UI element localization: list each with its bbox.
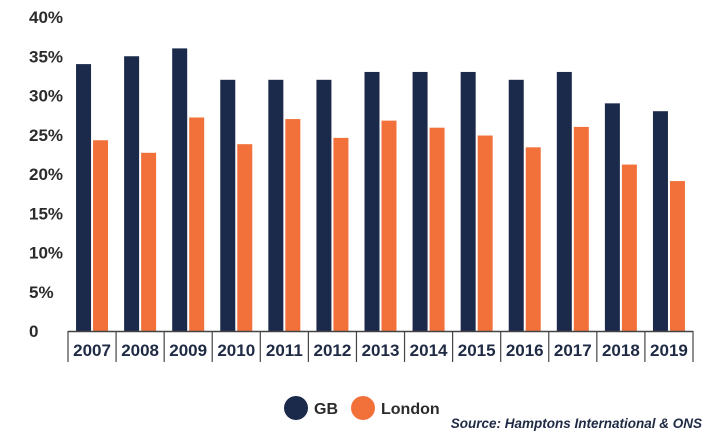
bar-gb-2016 [508, 79, 524, 331]
y-tick-label: 30% [29, 87, 63, 106]
bar-london-2013 [381, 120, 397, 332]
x-tick-label: 2013 [362, 341, 400, 360]
bar-london-2012 [333, 137, 349, 331]
bar-gb-2015 [460, 71, 476, 331]
bar-gb-2017 [556, 71, 572, 331]
x-tick-label: 2011 [266, 341, 303, 360]
legend-swatch-gb [284, 396, 308, 420]
x-tick-label: 2017 [554, 341, 592, 360]
y-tick-label: 15% [29, 204, 63, 223]
legend-label-london: London [381, 401, 440, 418]
x-tick-label: 2019 [650, 341, 688, 360]
x-tick-label: 2008 [121, 341, 159, 360]
bar-london-2008 [141, 152, 157, 331]
legend: GB London [284, 396, 440, 420]
bar-gb-2014 [412, 71, 428, 331]
x-tick-label: 2012 [314, 341, 352, 360]
bar-gb-2011 [268, 79, 284, 331]
x-tick-label: 2014 [410, 341, 448, 360]
bar-london-2014 [429, 127, 445, 331]
y-tick-label: 40% [29, 8, 63, 27]
legend-label-gb: GB [314, 401, 338, 418]
bar-london-2009 [189, 117, 205, 331]
y-axis-ticks: 40% 35% 30% 25% 20% 15% 10% 5% 0 [29, 8, 63, 341]
bar-london-2019 [669, 181, 685, 331]
bar-gb-2019 [652, 111, 668, 331]
x-tick-label: 2009 [169, 341, 207, 360]
source-note: Source: Hamptons International & ONS [451, 416, 702, 431]
legend-swatch-london [351, 396, 375, 420]
bar-london-2018 [621, 164, 637, 331]
bar-london-2007 [93, 140, 109, 331]
y-tick-label: 35% [29, 47, 63, 66]
bar-gb-2013 [364, 71, 380, 331]
bars [76, 48, 685, 332]
y-tick-label: 5% [29, 283, 54, 302]
bar-gb-2018 [604, 103, 620, 331]
bar-gb-2010 [220, 79, 236, 331]
x-axis: 2007 2008 2009 2010 2011 2012 2013 2014 2015 2016… [67, 330, 694, 362]
y-tick-label: 25% [29, 126, 63, 145]
bar-gb-2009 [172, 48, 188, 332]
y-tick-label: 20% [29, 165, 63, 184]
x-tick-label: 2015 [458, 341, 496, 360]
y-tick-label: 10% [29, 244, 63, 263]
bar-london-2017 [573, 126, 589, 332]
bar-london-2011 [285, 119, 301, 331]
x-tick-label: 2010 [217, 341, 255, 360]
bar-london-2016 [525, 147, 541, 331]
bar-gb-2007 [76, 64, 92, 331]
bar-gb-2008 [124, 56, 140, 331]
y-tick-label: 0 [29, 322, 38, 341]
x-tick-label: 2016 [506, 341, 544, 360]
bar-gb-2012 [316, 79, 332, 331]
bar-london-2010 [237, 144, 253, 331]
x-tick-label: 2018 [602, 341, 640, 360]
bar-london-2015 [477, 135, 493, 331]
x-tick-label: 2007 [73, 341, 111, 360]
